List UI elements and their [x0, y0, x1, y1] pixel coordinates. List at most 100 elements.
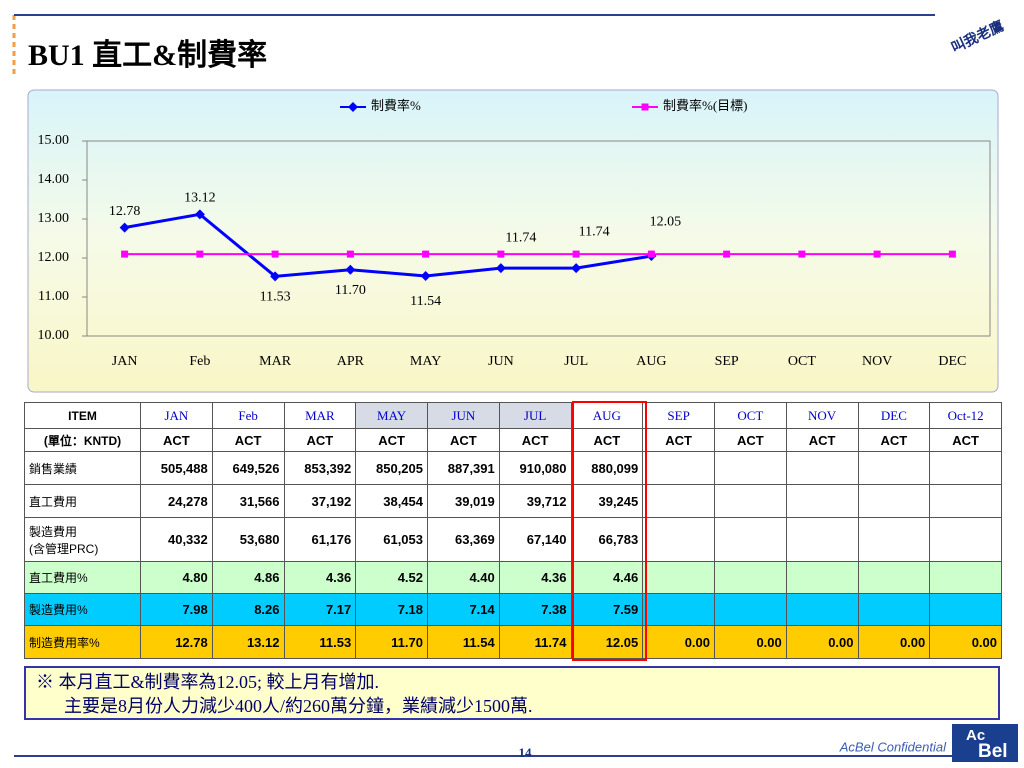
table-cell	[642, 517, 715, 562]
data-point	[497, 250, 505, 258]
data-point	[420, 270, 431, 281]
y-tick-label: 13.00	[38, 211, 70, 226]
x-tick-label: DEC	[938, 354, 966, 369]
table-cell	[857, 593, 931, 626]
series-line	[124, 212, 652, 278]
table-cell: 63,369	[427, 517, 500, 562]
table-cell: 7.17	[283, 593, 357, 626]
chart: BU1 直工&制費率 叫我老鷹 10.00 11.00 12.00 13.00 14.0…	[12, 14, 1006, 393]
x-tick-label: MAR	[259, 354, 292, 369]
table-cell: 12.78	[140, 625, 213, 659]
table-cell: 61,176	[283, 517, 357, 562]
table-cell	[642, 561, 715, 594]
data-label: 11.74	[579, 224, 610, 239]
data-point	[196, 250, 204, 258]
x-tick-label: APR	[337, 354, 365, 369]
table-cell: 67,140	[498, 517, 572, 562]
y-tick-label: 15.00	[38, 133, 70, 148]
table-cell	[642, 593, 715, 626]
row-label: 直工費用	[24, 484, 141, 518]
table-cell	[929, 593, 1002, 626]
table-row: 制造費用率% 12.78 13.12 11.53 11.70 11.54 11.74 12.0…	[24, 625, 1002, 659]
data-point	[647, 250, 655, 258]
table-cell	[785, 451, 859, 485]
table-cell	[857, 484, 931, 518]
page-number: 14	[519, 745, 533, 760]
table-cell: 11.74	[498, 625, 572, 659]
table-cell: 31,566	[211, 484, 285, 518]
header-row: (單位：KNTD) ACT ACT ACT ACT ACT ACT ACT ACT ACT ACT A…	[24, 428, 1002, 452]
table-cell	[714, 561, 787, 594]
row-label-text: 直工費用%	[29, 571, 88, 585]
header-cell: Oct-12	[929, 402, 1002, 429]
table-row: 銷售業績 505,488 649,526 853,392 850,205 887,391 9…	[24, 451, 1002, 485]
row-label-text: 製造費用	[29, 524, 78, 539]
row-label-text: 直工費用	[29, 494, 78, 509]
data-label: 13.12	[184, 191, 216, 206]
table-cell	[857, 561, 931, 594]
brand: Ac	[966, 727, 985, 744]
table-cell: 12.05	[570, 625, 644, 659]
data-point	[798, 250, 806, 258]
data-point	[495, 263, 506, 274]
y-tick-label: 12.00	[38, 250, 70, 265]
table-cell	[714, 593, 787, 626]
header-cell: ACT	[355, 428, 428, 452]
data-point	[723, 250, 731, 258]
header-cell: ACT	[642, 428, 715, 452]
header-cell: DEC	[857, 402, 931, 429]
table-cell: 11.54	[427, 625, 500, 659]
table-cell: 24,278	[140, 484, 213, 518]
table-cell	[714, 517, 787, 562]
table-cell: 37,192	[283, 484, 357, 518]
table-cell: 66,783	[570, 517, 644, 562]
logo-text: 叫我老鷹	[948, 17, 1006, 56]
data-point	[948, 250, 956, 258]
table-cell: 39,019	[427, 484, 500, 518]
legend-label: 制費率%(目標)	[663, 98, 748, 113]
data-point	[346, 250, 354, 258]
table-cell: 53,680	[211, 517, 285, 562]
data-label: 12.05	[650, 214, 682, 229]
table-cell: 7.14	[427, 593, 500, 626]
table-cell: 0.00	[857, 625, 931, 659]
data-label: 11.70	[335, 283, 366, 298]
legend-marker	[641, 103, 649, 111]
table-cell: 887,391	[427, 451, 500, 485]
data-point	[572, 250, 580, 258]
highlight-box	[572, 401, 647, 661]
row-sublabel: (含管理PRC)	[29, 541, 99, 556]
table-cell: 649,526	[211, 451, 285, 485]
data-label: 11.54	[410, 294, 441, 309]
header-cell: NOV	[785, 402, 859, 429]
table-row: 直工費用% 4.80 4.86 4.36 4.52 4.40 4.36 4.46	[24, 561, 1002, 594]
y-tick-label: 14.00	[38, 172, 70, 187]
logo-box	[952, 724, 1018, 762]
data-point	[271, 250, 279, 258]
header-cell: Feb	[211, 402, 285, 429]
row-label: 直工費用%	[24, 561, 141, 594]
table-cell: 505,488	[140, 451, 213, 485]
table-cell	[929, 561, 1002, 594]
x-tick-label: JUL	[564, 354, 588, 369]
table-row: 製造費用% 7.98 8.26 7.17 7.18 7.14 7.38 7.59	[24, 593, 1002, 626]
data-table: ITEM JAN Feb MAR MAY JUN JUL AUG SEP OCT NOV DEC Oct…	[24, 402, 1002, 659]
row-label-text: 制造費用率%	[29, 635, 100, 650]
table-cell: 7.98	[140, 593, 213, 626]
data-point	[121, 250, 129, 258]
header-row: ITEM JAN Feb MAR MAY JUN JUL AUG SEP OCT NOV DEC Oct…	[24, 402, 1002, 429]
table-row: 直工費用 24,278 31,566 37,192 38,454 39,019 39,712…	[24, 484, 1002, 518]
header-cell: ACT	[785, 428, 859, 452]
table-cell: 4.40	[427, 561, 500, 594]
slide-title: BU1 直工&制費率	[28, 39, 267, 72]
header-cell: JAN	[140, 402, 213, 429]
table-cell: 13.12	[211, 625, 285, 659]
table-cell: 61,053	[355, 517, 428, 562]
brand: Bel	[978, 741, 1008, 762]
table-cell: 0.00	[714, 625, 787, 659]
header-cell: ACT	[929, 428, 1002, 452]
header-cell: MAY	[355, 402, 428, 429]
row-label: 製造費用%	[24, 593, 141, 626]
table-cell	[785, 484, 859, 518]
